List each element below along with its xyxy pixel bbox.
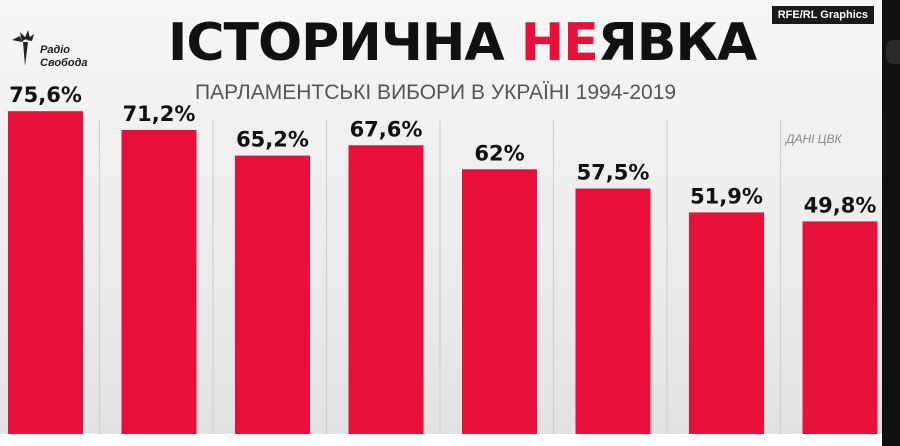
bar: [575, 188, 651, 434]
bar: [802, 221, 878, 434]
chart-title: ІСТОРИЧНА НЕЯВКА: [168, 10, 757, 76]
logo-text-line1: Радіо: [40, 44, 71, 56]
chart-subtitle: ПАРЛАМЕНТСЬКІ ВИБОРИ В УКРАЇНІ 1994-2019: [195, 81, 677, 104]
bar: [235, 155, 310, 434]
radio-svoboda-logo: Радіо Свобода: [8, 26, 108, 74]
data-label: 51,9%: [690, 184, 763, 208]
source-note: ДАНІ ЦВК: [786, 132, 842, 146]
torch-icon: [12, 30, 34, 66]
title-part2: ЯВКА: [597, 13, 757, 73]
bar: [8, 111, 83, 434]
edge-knob: [886, 40, 900, 64]
bar-chart: 75,6% 71,2% 65,2% 67,6% 62% 57,5% 51,9% 49,8%: [8, 83, 878, 434]
right-edge-bar: [882, 0, 900, 446]
data-label: 49,8%: [804, 193, 877, 217]
data-label: 75,6%: [9, 83, 82, 107]
title-part1: ІСТОРИЧНА: [168, 13, 521, 73]
bar: [689, 212, 764, 434]
bar: [462, 169, 537, 434]
data-label: 62%: [474, 141, 524, 165]
bottom-margin: [0, 434, 882, 446]
credit-badge: RFE/RL Graphics: [771, 6, 874, 24]
data-label: 67,6%: [350, 117, 423, 141]
title-highlight: НЕ: [520, 13, 599, 73]
bar: [121, 130, 197, 434]
data-label: 57,5%: [577, 161, 650, 185]
data-label: 71,2%: [123, 102, 196, 126]
chart-panel: Радіо Свобода RFE/RL Graphics ІСТОРИЧНА …: [0, 0, 882, 434]
bar: [348, 145, 424, 434]
logo-text-line2: Свобода: [40, 57, 88, 69]
data-label: 65,2%: [236, 128, 309, 152]
